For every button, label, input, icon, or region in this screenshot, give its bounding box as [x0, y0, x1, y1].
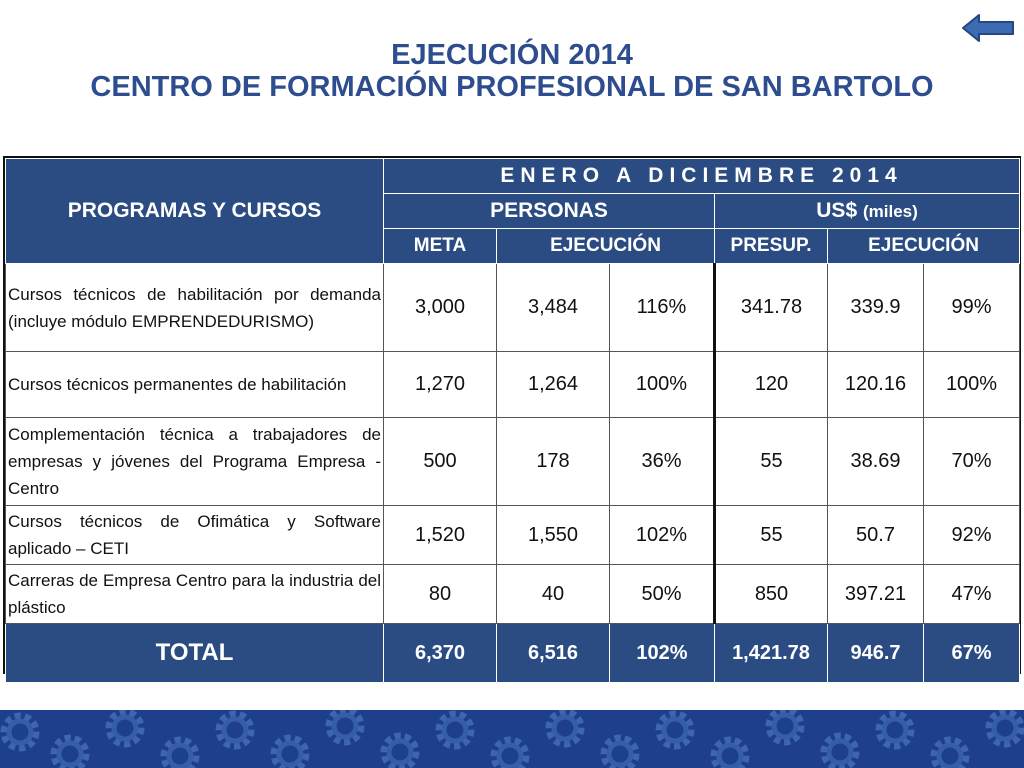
- row-presup: 120: [713, 351, 828, 418]
- row-ejecucion-usd: 120.16: [827, 351, 924, 418]
- row-ejecucion-usd: 38.69: [827, 417, 924, 506]
- row-ejecucion-usd: 339.9: [827, 263, 924, 352]
- row-ejecucion: 178: [496, 417, 610, 506]
- table-row: Cursos técnicos de Ofimática y Software …: [5, 505, 1021, 565]
- row-description: Cursos técnicos de habilitación por dema…: [5, 263, 384, 352]
- total-ejecucion-usd: 946.7: [827, 623, 924, 683]
- header-programs: PROGRAMAS Y CURSOS: [5, 158, 384, 264]
- gears-pattern-icon: [0, 710, 1024, 768]
- row-percent-usd: 100%: [922, 351, 1021, 418]
- row-meta: 1,520: [383, 505, 497, 565]
- total-percent-usd: 67%: [922, 623, 1021, 683]
- row-presup: 55: [713, 417, 828, 506]
- table-row: Cursos técnicos de habilitación por dema…: [5, 263, 1021, 352]
- header-ejecucion-personas: EJECUCIÓN: [496, 228, 715, 264]
- row-percent: 36%: [609, 417, 715, 506]
- table-row: Carreras de Empresa Centro para la indus…: [5, 564, 1021, 624]
- title-line-2: CENTRO DE FORMACIÓN PROFESIONAL DE SAN B…: [90, 71, 934, 103]
- header-ejecucion-usd: EJECUCIÓN: [826, 228, 1021, 264]
- back-button[interactable]: [961, 12, 1015, 44]
- row-meta: 1,270: [383, 351, 497, 418]
- row-percent-usd: 70%: [922, 417, 1021, 506]
- row-meta: 80: [383, 564, 497, 624]
- row-meta: 3,000: [383, 263, 497, 352]
- row-percent: 116%: [609, 263, 715, 352]
- header-usd: US$ (miles): [713, 193, 1021, 229]
- row-presup: 341.78: [713, 263, 828, 352]
- row-ejecucion: 1,550: [496, 505, 610, 565]
- row-presup: 850: [713, 564, 828, 624]
- row-percent: 50%: [609, 564, 715, 624]
- row-ejecucion-usd: 50.7: [827, 505, 924, 565]
- row-ejecucion: 40: [496, 564, 610, 624]
- row-meta: 500: [383, 417, 497, 506]
- execution-table: PROGRAMAS Y CURSOS ENERO A DICIEMBRE 201…: [3, 156, 1021, 683]
- row-percent-usd: 47%: [922, 564, 1021, 624]
- total-row: TOTAL 6,370 6,516 102% 1,421.78 946.7 67…: [5, 623, 1021, 683]
- row-description: Cursos técnicos de Ofimática y Software …: [5, 505, 384, 565]
- header-usd-label: US$: [816, 199, 858, 222]
- header-period: ENERO A DICIEMBRE 2014: [382, 158, 1021, 194]
- row-percent: 102%: [609, 505, 715, 565]
- row-ejecucion-usd: 397.21: [827, 564, 924, 624]
- header-presup: PRESUP.: [714, 228, 828, 264]
- header-usd-unit: (miles): [862, 202, 918, 221]
- total-percent: 102%: [609, 623, 715, 683]
- arrow-left-icon: [962, 14, 1014, 42]
- row-percent-usd: 99%: [922, 263, 1021, 352]
- row-ejecucion: 3,484: [496, 263, 610, 352]
- title-line-1: EJECUCIÓN 2014: [391, 39, 633, 71]
- row-percent: 100%: [609, 351, 715, 418]
- total-presup: 1,421.78: [714, 623, 828, 683]
- row-description: Carreras de Empresa Centro para la indus…: [5, 564, 384, 624]
- row-description: Complementación técnica a trabajadores d…: [5, 417, 384, 506]
- table-row: Complementación técnica a trabajadores d…: [5, 417, 1021, 506]
- page-title: EJECUCIÓN 2014 CENTRO DE FORMACIÓN PROFE…: [0, 38, 1024, 104]
- decorative-gear-band: [0, 710, 1024, 768]
- header-meta: META: [383, 228, 497, 264]
- total-label: TOTAL: [5, 623, 384, 683]
- row-ejecucion: 1,264: [496, 351, 610, 418]
- row-description: Cursos técnicos permanentes de habilitac…: [5, 351, 384, 418]
- total-meta: 6,370: [383, 623, 497, 683]
- row-percent-usd: 92%: [922, 505, 1021, 565]
- row-presup: 55: [713, 505, 828, 565]
- total-ejecucion: 6,516: [496, 623, 610, 683]
- table-row: Cursos técnicos permanentes de habilitac…: [5, 351, 1021, 418]
- header-personas: PERSONAS: [383, 193, 715, 229]
